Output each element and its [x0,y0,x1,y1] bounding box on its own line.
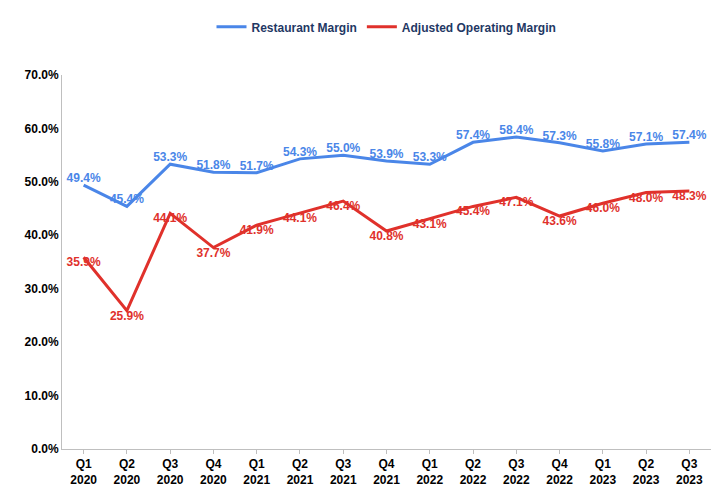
svg-text:Q12021: Q12021 [243,457,270,487]
svg-text:48.0%: 48.0% [629,191,663,205]
svg-text:53.3%: 53.3% [413,150,447,164]
svg-text:53.3%: 53.3% [153,150,187,164]
svg-text:48.3%: 48.3% [672,189,706,203]
svg-text:41.9%: 41.9% [240,223,274,237]
svg-text:45.4%: 45.4% [456,204,490,218]
svg-text:Q22020: Q22020 [114,457,141,487]
svg-text:37.7%: 37.7% [196,246,230,260]
svg-text:Q42021: Q42021 [373,457,400,487]
svg-text:Q12023: Q12023 [589,457,616,487]
svg-text:55.8%: 55.8% [586,137,620,151]
svg-text:Q32021: Q32021 [330,457,357,487]
svg-text:Q42022: Q42022 [546,457,573,487]
svg-text:30.0%: 30.0% [25,282,59,296]
svg-text:Q22022: Q22022 [460,457,487,487]
svg-text:Q12020: Q12020 [70,457,97,487]
svg-text:Q32022: Q32022 [503,457,530,487]
svg-text:43.1%: 43.1% [413,217,447,231]
svg-text:44.1%: 44.1% [283,211,317,225]
svg-text:55.0%: 55.0% [326,141,360,155]
svg-text:49.4%: 49.4% [67,171,101,185]
svg-text:53.9%: 53.9% [369,147,403,161]
svg-text:25.9%: 25.9% [110,309,144,323]
svg-text:40.8%: 40.8% [369,229,403,243]
svg-text:0.0%: 0.0% [31,442,59,456]
svg-text:35.9%: 35.9% [67,255,101,269]
svg-text:57.1%: 57.1% [629,130,663,144]
svg-text:60.0%: 60.0% [25,122,59,136]
svg-text:54.3%: 54.3% [283,145,317,159]
svg-text:Adjusted Operating Margin: Adjusted Operating Margin [402,21,556,35]
svg-text:10.0%: 10.0% [25,389,59,403]
svg-text:70.0%: 70.0% [25,68,59,82]
svg-text:45.4%: 45.4% [110,192,144,206]
svg-text:Q22021: Q22021 [287,457,314,487]
svg-text:Restaurant Margin: Restaurant Margin [252,21,357,35]
svg-text:43.6%: 43.6% [543,214,577,228]
svg-text:44.1%: 44.1% [153,211,187,225]
svg-text:51.7%: 51.7% [240,159,274,173]
svg-text:47.1%: 47.1% [499,195,533,209]
svg-text:40.0%: 40.0% [25,228,59,242]
svg-text:51.8%: 51.8% [196,158,230,172]
svg-text:58.4%: 58.4% [499,123,533,137]
svg-text:Q12022: Q12022 [416,457,443,487]
svg-text:Q22023: Q22023 [633,457,660,487]
svg-text:46.0%: 46.0% [586,201,620,215]
svg-text:Q42020: Q42020 [200,457,227,487]
svg-text:50.0%: 50.0% [25,175,59,189]
svg-text:57.3%: 57.3% [543,129,577,143]
svg-text:20.0%: 20.0% [25,335,59,349]
svg-text:Q32023: Q32023 [676,457,703,487]
svg-text:57.4%: 57.4% [672,128,706,142]
svg-text:46.4%: 46.4% [326,199,360,213]
svg-text:57.4%: 57.4% [456,128,490,142]
svg-text:Q32020: Q32020 [157,457,184,487]
